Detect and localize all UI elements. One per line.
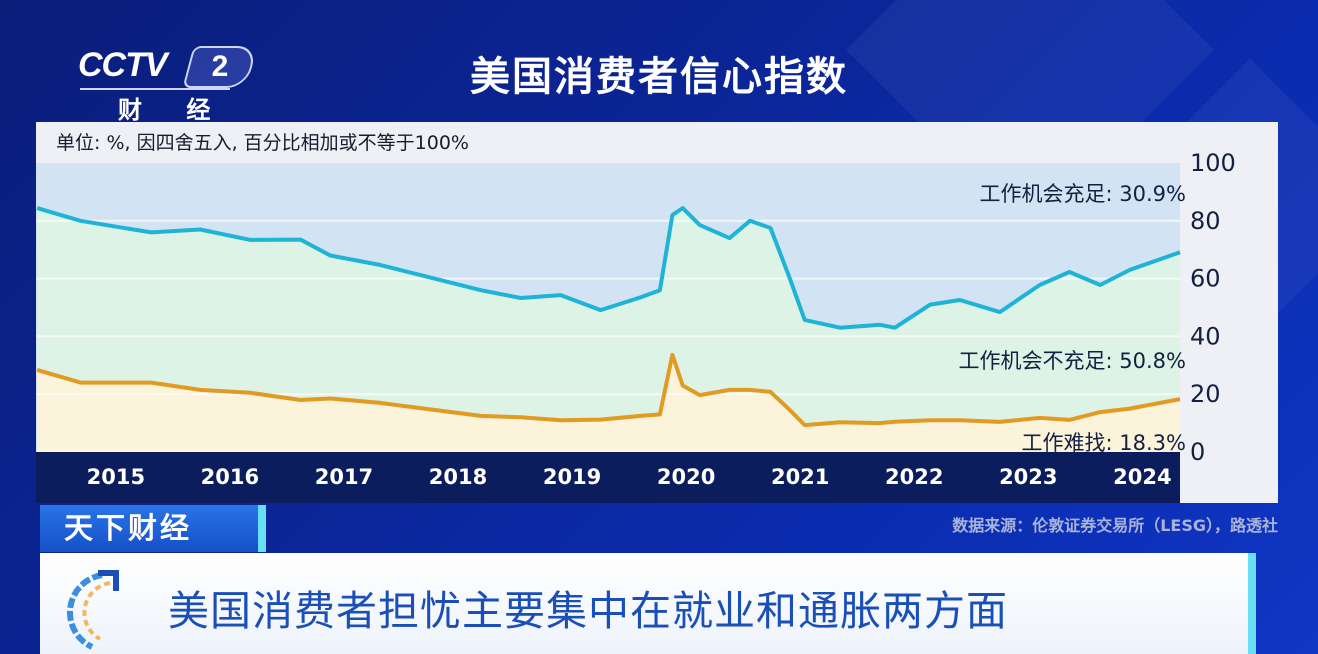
y-tick-label: 40 xyxy=(1190,322,1221,350)
cumulative-line xyxy=(36,206,1181,330)
y-tick-label: 0 xyxy=(1190,438,1205,466)
y-tick-label: 20 xyxy=(1190,380,1221,408)
chart-panel: 0 20 40 60 80 100 2015 2016 2017 2018 2019 2020 2021… xyxy=(36,122,1278,503)
x-tick-label: 2018 xyxy=(429,465,487,489)
unit-note: 单位: %, 因四舍五入, 百分比相加或不等于100% xyxy=(56,132,469,154)
headline-ticker: 美国消费者担忧主要集中在就业和通胀两方面 xyxy=(40,553,1256,654)
x-tick-label: 2022 xyxy=(885,465,943,489)
y-tick-label: 80 xyxy=(1190,207,1221,235)
x-tick-label: 2016 xyxy=(201,465,259,489)
program-name: 天下财经 xyxy=(64,511,193,545)
logo-underline xyxy=(80,88,230,90)
annotation-plenty: 工作机会充足: 30.9% xyxy=(979,182,1186,206)
page-title: 美国消费者信心指数 xyxy=(470,54,848,100)
logo-subtitle: 财 经 xyxy=(118,96,229,124)
x-axis-bar xyxy=(36,452,1180,503)
program-name-band: 天下财经 xyxy=(40,505,266,552)
data-source: 数据来源：伦敦证券交易所（LESG），路透社 xyxy=(952,516,1278,535)
annotation-not-plenty: 工作机会不充足: 50.8% xyxy=(958,349,1186,373)
x-tick-label: 2017 xyxy=(315,465,373,489)
annotation-hard: 工作难找: 18.3% xyxy=(1021,431,1186,455)
headline-text: 美国消费者担忧主要集中在就业和通胀两方面 xyxy=(168,587,1008,635)
hard-to-get-line xyxy=(36,352,1181,428)
ticker-arc-icon xyxy=(67,570,119,650)
x-tick-label: 2021 xyxy=(771,465,829,489)
hard-area xyxy=(37,354,1181,452)
x-tick-label: 2020 xyxy=(657,465,715,489)
not-plenty-area xyxy=(37,208,1181,452)
x-tick-label: 2023 xyxy=(999,465,1057,489)
y-tick-label: 60 xyxy=(1190,265,1221,293)
cctv2-logo: CCTV 2 财 经 xyxy=(78,42,258,124)
x-tick-label: 2019 xyxy=(543,465,601,489)
x-tick-label: 2015 xyxy=(87,465,145,489)
y-tick-label: 100 xyxy=(1190,149,1236,177)
x-tick-label: 2024 xyxy=(1113,465,1171,489)
logo-wordmark: CCTV xyxy=(78,46,168,84)
chart: 0 20 40 60 80 100 2015 2016 2017 2018 2019 2020 2021… xyxy=(36,149,1236,503)
